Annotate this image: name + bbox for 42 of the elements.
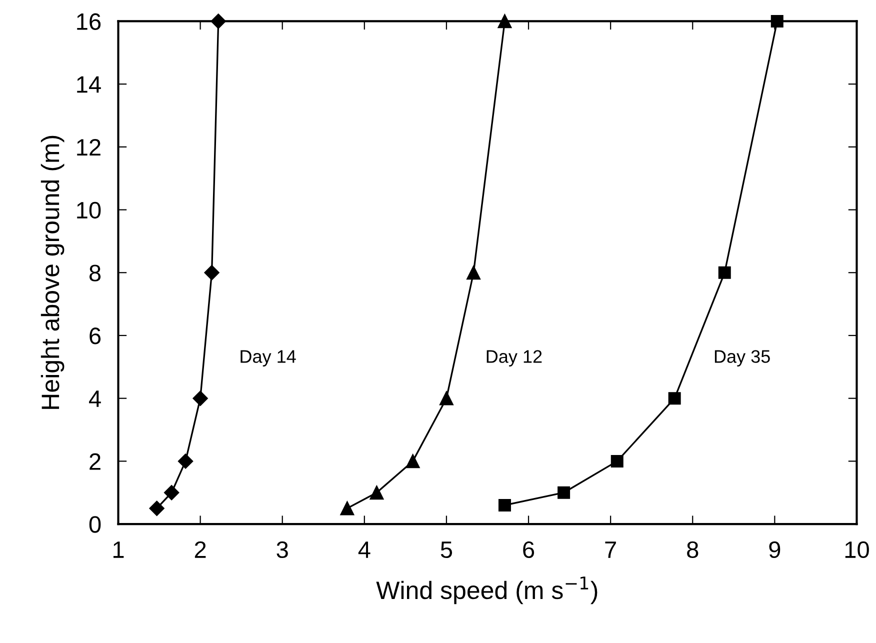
y-tick-label: 14 — [77, 76, 101, 93]
x-axis-title: Wind speed (m s$^{−1}$) — [376, 576, 598, 604]
point — [210, 14, 226, 29]
point — [466, 266, 480, 280]
point — [149, 500, 164, 516]
series-label: Day 14 — [240, 350, 296, 366]
y-tick-label: 6 — [90, 328, 101, 344]
point — [610, 454, 624, 468]
point — [718, 266, 731, 279]
point — [340, 501, 354, 516]
x-tick-label: 7 — [605, 542, 616, 558]
x-tick-label: 3 — [276, 541, 288, 558]
series-label: Day 35 — [714, 350, 770, 366]
x-tick-label: 8 — [687, 541, 698, 558]
y-tick-label: 0 — [89, 516, 101, 533]
y-tick-label: 16 — [77, 13, 101, 30]
point — [558, 486, 570, 499]
y-tick-label: 10 — [77, 202, 101, 219]
point — [370, 486, 384, 500]
y-tick-label: 8 — [89, 264, 101, 282]
x-tick-label: 10 — [845, 541, 869, 558]
x-tick-label: 9 — [769, 541, 780, 558]
point — [178, 454, 194, 469]
point — [668, 392, 681, 405]
point — [770, 14, 784, 28]
x-tick-label: 2 — [194, 541, 206, 558]
point — [192, 390, 208, 406]
x-tick-label: 1 — [113, 542, 124, 558]
y-tick-label: 4 — [89, 390, 101, 407]
x-tick-label: 5 — [440, 542, 452, 558]
y-tick-label: 2 — [90, 453, 100, 470]
x-tick-label: 4 — [358, 542, 370, 558]
point — [498, 14, 512, 28]
point — [164, 485, 180, 500]
y-tick-label: 12 — [77, 138, 100, 156]
point — [204, 265, 220, 280]
point — [440, 391, 454, 406]
point — [498, 498, 511, 512]
series-label: Day 12 — [486, 350, 542, 366]
x-tick-label: 6 — [523, 541, 534, 558]
point — [406, 454, 420, 468]
y-axis-title: Height above ground (m) — [40, 136, 64, 409]
